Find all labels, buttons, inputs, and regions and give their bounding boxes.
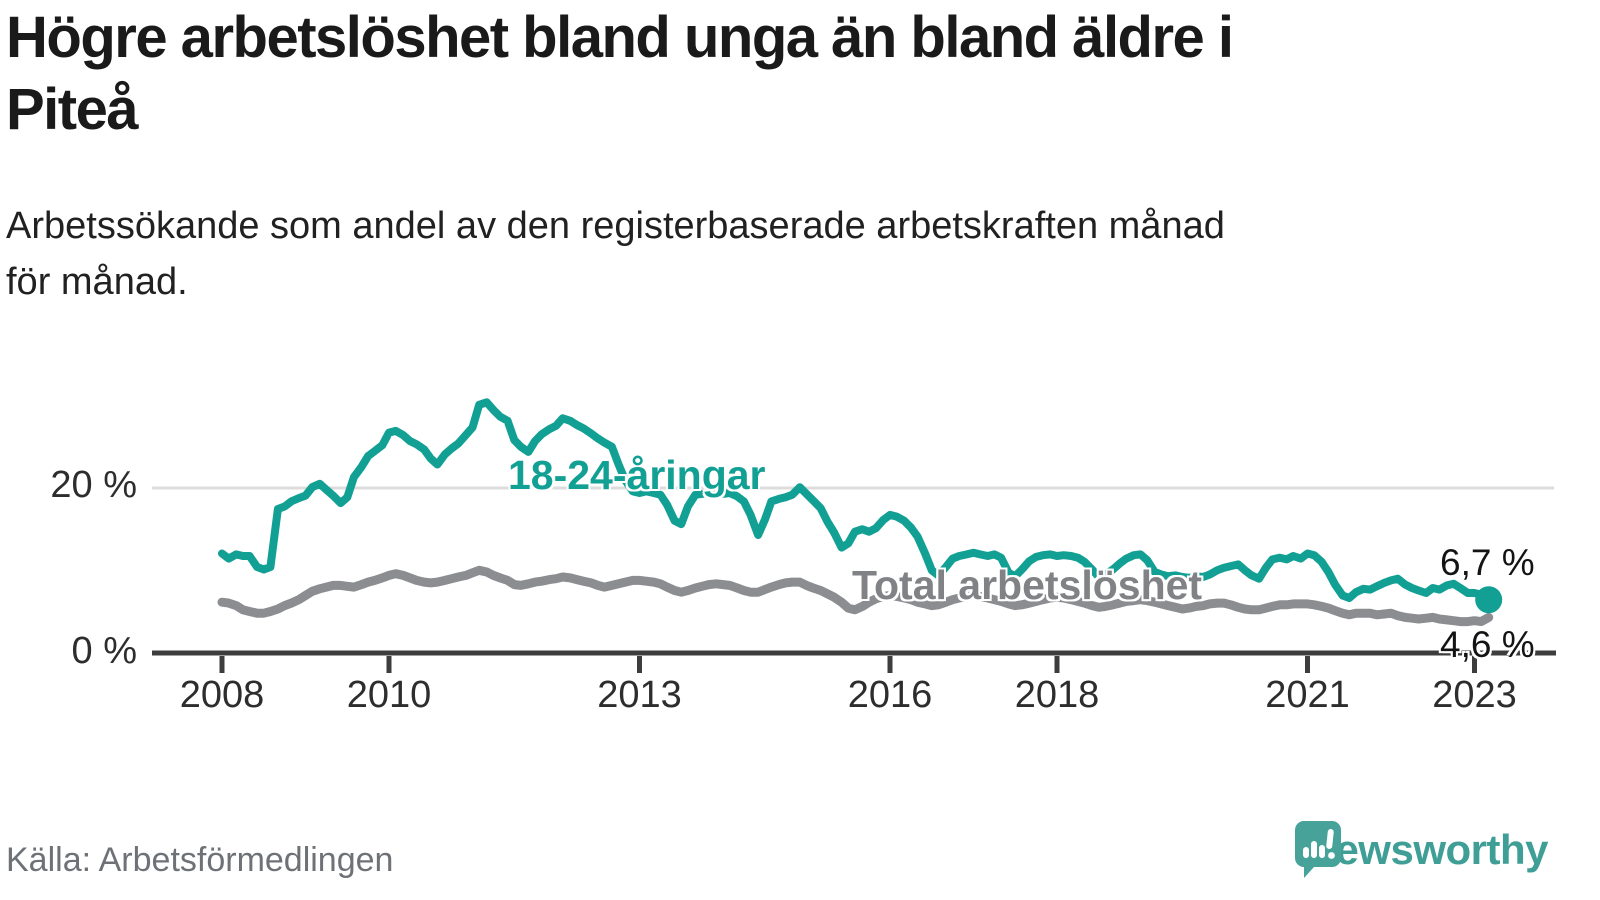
- end-value-label-total: 4,6 %: [1440, 624, 1535, 665]
- series-label-total-unemployment: Total arbetslöshet: [852, 562, 1203, 608]
- chart-subtitle: Arbetssökande som andel av den registerb…: [6, 198, 1566, 310]
- x-axis-label-2013: 2013: [597, 674, 682, 716]
- x-axis-label-2010: 2010: [346, 674, 432, 716]
- logo-exclamation-bar: [1325, 829, 1334, 849]
- y-axis-label-0: 0 %: [71, 630, 137, 672]
- x-axis-label-2008: 2008: [179, 674, 265, 716]
- x-axis-label-2018: 2018: [1014, 674, 1100, 716]
- logo-bar-1: [1302, 847, 1309, 858]
- series-label-young-18-24: 18-24-åringar: [508, 452, 766, 498]
- x-axis-label-2023: 2023: [1432, 674, 1517, 716]
- logo-exclamation-dot: [1327, 852, 1335, 859]
- source-note: Källa: Arbetsförmedlingen: [6, 841, 394, 879]
- x-axis-tick-marks: [219, 656, 1477, 673]
- series-line-total-unemployment: [217, 565, 1494, 627]
- newsworthy-logo-icon: [1294, 821, 1341, 878]
- logo-speech-bubble: [1294, 821, 1341, 878]
- chart-subtitle-line1: Arbetssökande som andel av den registerb…: [6, 205, 1225, 247]
- page-title-line1: Högre arbetslöshet bland unga än bland ä…: [6, 5, 1234, 70]
- chart-subtitle-line2: för månad.: [6, 261, 188, 303]
- logo-bar-3: [1318, 845, 1325, 858]
- brand-wordmark: Newsworthy: [1305, 826, 1549, 873]
- x-axis-label-2021: 2021: [1265, 674, 1350, 716]
- end-value-label-young: 6,7 %: [1440, 542, 1535, 583]
- series-endpoint-dot: [1475, 586, 1503, 614]
- page-title: Högre arbetslöshet bland unga än bland ä…: [6, 2, 1566, 146]
- brand-footer: Newsworthy: [1292, 818, 1549, 882]
- y-axis-label-20: 20 %: [50, 464, 137, 506]
- x-axis-label-2016: 2016: [847, 674, 933, 716]
- page-title-line2: Piteå: [6, 77, 139, 142]
- logo-bar-2: [1310, 841, 1317, 858]
- series-line-young-18-24: [218, 398, 1493, 604]
